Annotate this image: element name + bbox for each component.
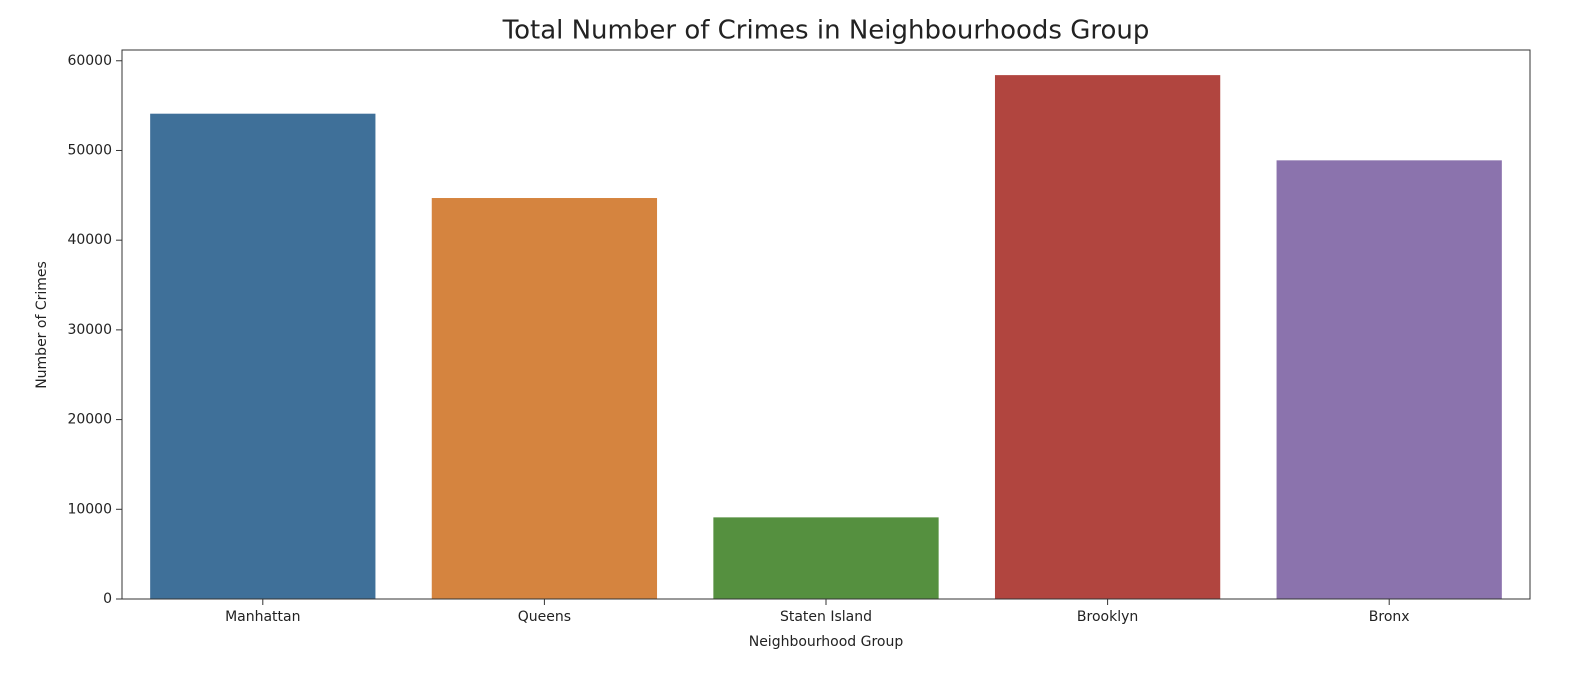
y-tick-label: 10000 xyxy=(67,501,112,517)
chart-title: Total Number of Crimes in Neighbourhoods… xyxy=(502,16,1150,46)
x-tick-label: Queens xyxy=(518,609,571,625)
y-tick-label: 60000 xyxy=(67,53,112,69)
x-tick-label: Brooklyn xyxy=(1077,609,1138,625)
y-tick-label: 30000 xyxy=(67,322,112,338)
y-tick-label: 0 xyxy=(103,591,112,607)
y-tick-label: 40000 xyxy=(67,232,112,248)
x-tick-label: Manhattan xyxy=(225,609,300,625)
y-tick-label: 50000 xyxy=(67,142,112,158)
plot-frame xyxy=(121,49,1531,600)
bar xyxy=(994,75,1221,599)
bar xyxy=(150,113,376,600)
bar xyxy=(431,198,658,599)
x-tick-label: Bronx xyxy=(1369,609,1410,625)
x-tick-label: Staten Island xyxy=(780,609,872,625)
bar xyxy=(1276,160,1502,599)
x-axis-label: Neighbourhood Group xyxy=(749,634,904,650)
y-tick-label: 20000 xyxy=(67,412,112,428)
bar xyxy=(713,517,939,599)
y-axis-label: Number of Crimes xyxy=(34,261,50,389)
